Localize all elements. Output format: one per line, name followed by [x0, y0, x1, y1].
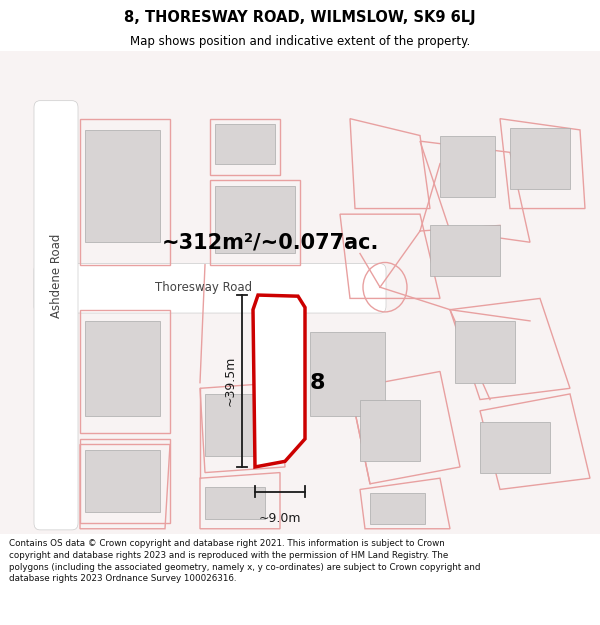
Bar — [310, 332, 385, 416]
Bar — [85, 321, 160, 416]
Text: ~39.5m: ~39.5m — [223, 356, 236, 406]
Text: ~312m²/~0.077ac.: ~312m²/~0.077ac. — [161, 232, 379, 253]
Bar — [205, 394, 265, 456]
Text: Ashdene Road: Ashdene Road — [49, 234, 62, 318]
Bar — [510, 127, 570, 189]
Bar — [205, 487, 265, 519]
Bar — [430, 226, 500, 276]
Polygon shape — [0, 51, 600, 534]
Bar — [215, 186, 295, 254]
Bar — [440, 136, 495, 198]
Bar — [370, 492, 425, 524]
Text: Contains OS data © Crown copyright and database right 2021. This information is : Contains OS data © Crown copyright and d… — [9, 539, 481, 583]
Polygon shape — [253, 295, 305, 467]
Bar — [85, 450, 160, 512]
Text: Thoresway Road: Thoresway Road — [155, 281, 252, 294]
FancyBboxPatch shape — [34, 264, 386, 313]
Bar — [360, 399, 420, 461]
FancyBboxPatch shape — [34, 101, 78, 530]
Bar — [85, 130, 160, 242]
Text: ~9.0m: ~9.0m — [259, 512, 301, 525]
Text: Map shows position and indicative extent of the property.: Map shows position and indicative extent… — [130, 35, 470, 48]
Text: 8, THORESWAY ROAD, WILMSLOW, SK9 6LJ: 8, THORESWAY ROAD, WILMSLOW, SK9 6LJ — [124, 10, 476, 25]
Bar — [480, 422, 550, 472]
Bar — [455, 321, 515, 382]
Text: 8: 8 — [310, 372, 325, 392]
Bar — [215, 124, 275, 164]
